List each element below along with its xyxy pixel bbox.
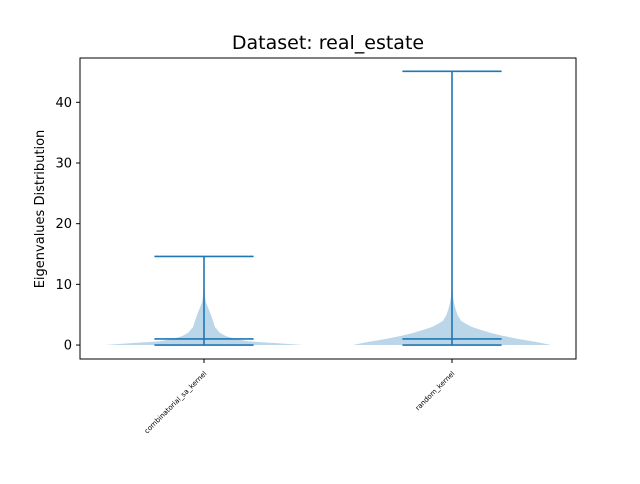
chart-title: Dataset: real_estate [232, 32, 424, 54]
plot-frame [79, 57, 577, 360]
x-axis: combinatorial_sa_kernel random_kernel [143, 359, 457, 436]
y-axis-label: Eigenvalues Distribution [33, 130, 48, 289]
y-tick-label: 40 [55, 96, 72, 111]
y-tick-label: 10 [55, 278, 72, 293]
violin-random_kernel [352, 70, 552, 346]
x-tick-label: random_kernel [414, 370, 457, 413]
x-tick-label: combinatorial_sa_kernel [143, 370, 209, 436]
violin-combinatorial_sa_kernel [104, 255, 304, 346]
y-tick-label: 20 [55, 217, 72, 232]
y-tick-label: 0 [64, 339, 72, 354]
y-axis: 0 10 20 30 40 [55, 96, 80, 354]
violin-layer [104, 70, 552, 346]
y-tick-label: 30 [55, 156, 72, 171]
